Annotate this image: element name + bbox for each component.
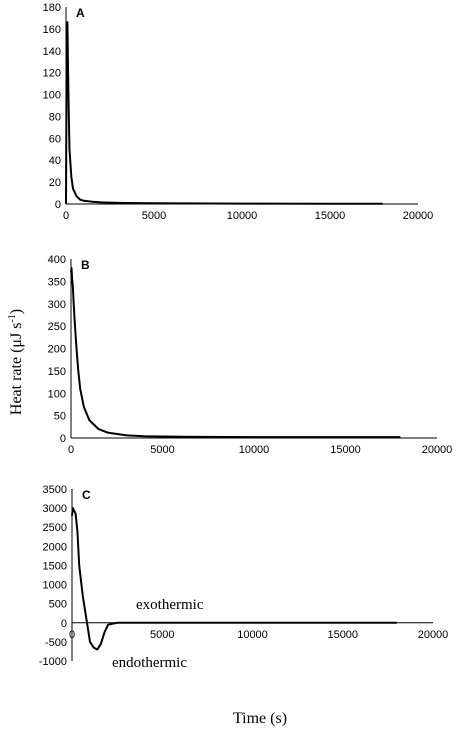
- y-tick-label: 400: [48, 254, 66, 266]
- y-tick-label: 150: [48, 366, 66, 378]
- x-tick-label: 15000: [330, 444, 361, 456]
- y-tick-label: 60: [49, 133, 61, 145]
- y-tick-label: 0: [60, 433, 66, 445]
- annotation-exothermic: exothermic: [136, 597, 204, 613]
- x-tick-label: 15000: [315, 210, 346, 222]
- y-tick-label: 100: [48, 388, 66, 400]
- x-tick-label: 15000: [327, 629, 358, 641]
- x-tick-label: 20000: [403, 210, 434, 222]
- y-tick-label: -1000: [39, 656, 67, 668]
- y-tick-label: 0: [61, 618, 67, 630]
- y-tick-label: 0: [55, 199, 61, 211]
- y-tick-label: 180: [43, 2, 61, 14]
- y-tick-label: 2000: [43, 541, 67, 553]
- x-tick-label: 5000: [150, 629, 174, 641]
- y-tick-label: 2500: [43, 522, 67, 534]
- y-tick-label: 350: [48, 276, 66, 288]
- x-tick-label: 10000: [227, 210, 258, 222]
- y-tick-label: 1000: [43, 580, 67, 592]
- y-tick-label: 20: [49, 177, 61, 189]
- y-tick-label: 100: [43, 90, 61, 102]
- annotation-endothermic: endothermic: [112, 655, 187, 671]
- y-tick-label: -500: [45, 637, 67, 649]
- y-tick-label: 120: [43, 68, 61, 80]
- x-tick-label: 20000: [418, 629, 449, 641]
- series-line: [70, 267, 401, 439]
- x-tick-label: 0: [68, 444, 74, 456]
- panel-label: B: [81, 258, 90, 272]
- panel-label: A: [76, 6, 85, 20]
- y-tick-label: 250: [48, 321, 66, 333]
- x-tick-label: 10000: [239, 444, 270, 456]
- x-tick-label: 20000: [422, 444, 453, 456]
- chart-panel-a: 0 20 40 60 80 100 120 140 160 180 0 5000 10000 15000 2…: [43, 2, 434, 222]
- y-axis-title: Heat rate (μJ s-1): [7, 309, 25, 415]
- y-tick-label: 1500: [43, 560, 67, 572]
- y-tick-label: 500: [49, 599, 67, 611]
- x-axis-title: Time (s): [233, 710, 287, 727]
- y-tick-label: 3500: [43, 484, 67, 496]
- chart-panel-b: 0 50 100 150 200 250 300 350 400 0 5000 10000 15000 2…: [48, 254, 453, 456]
- y-tick-label: 160: [43, 24, 61, 36]
- series-line: [65, 21, 383, 205]
- x-tick-label: 5000: [142, 210, 166, 222]
- series-line: [71, 507, 397, 651]
- y-tick-label: 200: [48, 344, 66, 356]
- x-tick-label: 5000: [150, 444, 174, 456]
- y-tick-label: 80: [49, 111, 61, 123]
- y-tick-label: 3000: [43, 503, 67, 515]
- y-tick-label: 140: [43, 46, 61, 58]
- x-tick-label: 10000: [237, 629, 268, 641]
- panel-label: C: [82, 488, 91, 502]
- y-tick-label: 40: [49, 155, 61, 167]
- x-tick-label: 0: [69, 629, 75, 641]
- y-tick-label: 50: [54, 411, 66, 423]
- y-tick-label: 300: [48, 299, 66, 311]
- x-tick-label: 0: [63, 210, 69, 222]
